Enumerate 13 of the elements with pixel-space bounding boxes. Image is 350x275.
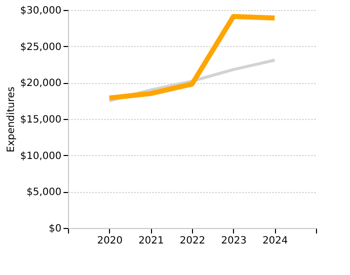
y-tick-label: $20,000 xyxy=(20,78,62,90)
y-tick-label: $10,000 xyxy=(20,150,62,162)
x-tick-label: 2020 xyxy=(97,236,123,246)
x-tick-label: 2023 xyxy=(221,236,247,246)
y-tick-label: $25,000 xyxy=(20,42,62,53)
x-tick-label: 2021 xyxy=(138,236,164,246)
y-axis-title: Expenditures xyxy=(6,86,18,152)
y-tick-label: $5,000 xyxy=(26,187,62,198)
y-tick-label: $15,000 xyxy=(20,114,62,126)
y-tick-label: $30,000 xyxy=(20,6,62,16)
x-tick-label: 2024 xyxy=(262,236,288,246)
x-tick-label: 2022 xyxy=(180,236,206,246)
y-tick-label: $0 xyxy=(48,224,62,234)
